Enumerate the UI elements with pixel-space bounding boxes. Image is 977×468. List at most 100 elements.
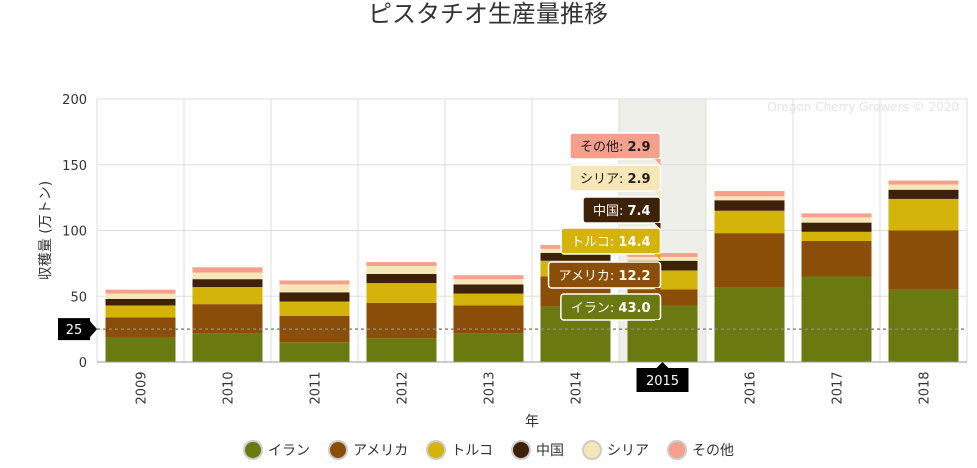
tooltip-text: シリア: 2.9 <box>580 172 651 187</box>
x-tick-label: 2014 <box>570 371 585 404</box>
tooltip-text: 中国: 7.4 <box>593 204 651 219</box>
bar-2017[interactable] <box>801 276 872 362</box>
bar-2012[interactable] <box>366 266 437 274</box>
tooltip-label: トルコ: <box>571 235 618 250</box>
x-tick-label: 2010 <box>222 371 237 404</box>
legend-item[interactable]: トルコ <box>426 440 493 460</box>
legend-item[interactable]: アメリカ <box>327 440 408 460</box>
bar-2018[interactable] <box>888 180 959 185</box>
bar-2009[interactable] <box>105 289 176 294</box>
bar-2011[interactable] <box>279 284 350 293</box>
bar-2010[interactable] <box>192 267 263 273</box>
highlight-x-label-arrow <box>656 362 669 368</box>
bar-2012[interactable] <box>366 262 437 267</box>
bar-2010[interactable] <box>192 304 263 334</box>
tooltip-box <box>560 293 662 321</box>
bar-2018[interactable] <box>888 289 959 362</box>
bar-2016[interactable] <box>714 196 785 201</box>
tooltip-label: イラン: <box>571 301 619 316</box>
bar-2017[interactable] <box>801 241 872 277</box>
bar-2016[interactable] <box>714 287 785 362</box>
tooltip-arrow <box>654 288 661 294</box>
chart-title: ピスタチオ生産量推移 <box>368 0 608 28</box>
bar-2012[interactable] <box>366 338 437 362</box>
bar-2010[interactable] <box>192 287 263 305</box>
tooltip-value: 14.4 <box>618 235 650 250</box>
bar-2016[interactable] <box>714 233 785 288</box>
bar-2012[interactable] <box>366 273 437 284</box>
bar-2011[interactable] <box>279 342 350 362</box>
bar-2010[interactable] <box>192 272 263 280</box>
legend-item[interactable]: イラン <box>242 440 310 460</box>
legend-label: トルコ <box>451 443 494 459</box>
legend: イラン アメリカ トルコ 中国 シリア その他 <box>0 436 977 464</box>
legend-item[interactable]: その他 <box>667 440 734 460</box>
bar-2016[interactable] <box>714 210 785 234</box>
legend-swatch <box>327 440 348 460</box>
bar-2018[interactable] <box>888 198 959 231</box>
bar-2013[interactable] <box>453 275 524 280</box>
tooltip-label: その他: <box>580 140 628 155</box>
bar-2018[interactable] <box>888 230 959 290</box>
bar-2017[interactable] <box>801 222 872 232</box>
bar-2009[interactable] <box>105 317 176 338</box>
y-axis-title: 収穫量 (万トン) <box>38 181 54 280</box>
bar-2018[interactable] <box>888 189 959 199</box>
bar-2013[interactable] <box>453 293 524 306</box>
bar-2016[interactable] <box>714 200 785 211</box>
bar-2013[interactable] <box>453 279 524 285</box>
highlight-x-label-box <box>636 368 689 392</box>
tooltip-box <box>569 132 662 160</box>
x-tick-label: 2012 <box>396 371 411 404</box>
bar-2011[interactable] <box>279 280 350 285</box>
tooltip-value: 7.4 <box>627 204 650 219</box>
tooltip-value: 43.0 <box>618 301 650 316</box>
bar-2010[interactable] <box>192 333 263 362</box>
legend-label: イラン <box>267 443 310 459</box>
highlight-x-label: 2015 <box>636 362 689 392</box>
legend-swatch <box>667 440 688 460</box>
x-tick-label: 2018 <box>918 371 933 404</box>
y-tick-label: 150 <box>62 159 87 174</box>
tooltip-シリア: シリア: 2.9 <box>569 164 662 197</box>
bar-2014[interactable] <box>540 252 611 261</box>
tooltip-value: 2.9 <box>627 172 650 187</box>
bar-2011[interactable] <box>279 292 350 302</box>
bar-2017[interactable] <box>801 231 872 242</box>
tooltip-label: 中国: <box>593 204 628 219</box>
bar-2012[interactable] <box>366 302 437 339</box>
y-tick-label: 100 <box>62 225 87 240</box>
tooltip-label: アメリカ: <box>559 269 619 284</box>
bar-2012[interactable] <box>366 283 437 303</box>
highlight-x-label-text: 2015 <box>646 374 679 389</box>
x-tick-label: 2009 <box>135 371 150 404</box>
watermark: Oregon Cherry Growers © 2020 <box>767 100 959 114</box>
tooltip-arrow <box>654 254 661 260</box>
bar-2015[interactable] <box>627 256 698 261</box>
bar-2009[interactable] <box>105 293 176 299</box>
bar-2015[interactable] <box>627 260 698 271</box>
bar-2016[interactable] <box>714 191 785 197</box>
tooltip-arrow <box>654 320 661 326</box>
tooltip-text: アメリカ: 12.2 <box>559 269 651 284</box>
bar-2010[interactable] <box>192 279 263 288</box>
bar-2009[interactable] <box>105 298 176 306</box>
bar-2017[interactable] <box>801 217 872 223</box>
legend-swatch <box>426 440 447 460</box>
legend-label: シリア <box>607 443 650 459</box>
bar-2015[interactable] <box>627 253 698 257</box>
tooltip-text: トルコ: 14.4 <box>571 235 650 250</box>
tooltip-arrow <box>654 191 661 197</box>
bar-2009[interactable] <box>105 337 176 362</box>
bar-2011[interactable] <box>279 301 350 316</box>
bar-2013[interactable] <box>453 284 524 294</box>
bar-2017[interactable] <box>801 213 872 218</box>
legend-item[interactable]: シリア <box>582 440 649 460</box>
legend-label: 中国 <box>536 443 565 459</box>
legend-label: その他 <box>692 443 735 459</box>
bar-2013[interactable] <box>453 333 524 362</box>
legend-item[interactable]: 中国 <box>511 440 564 460</box>
crosshair-label: 25 <box>58 318 97 341</box>
bar-2009[interactable] <box>105 305 176 318</box>
bar-2018[interactable] <box>888 184 959 190</box>
